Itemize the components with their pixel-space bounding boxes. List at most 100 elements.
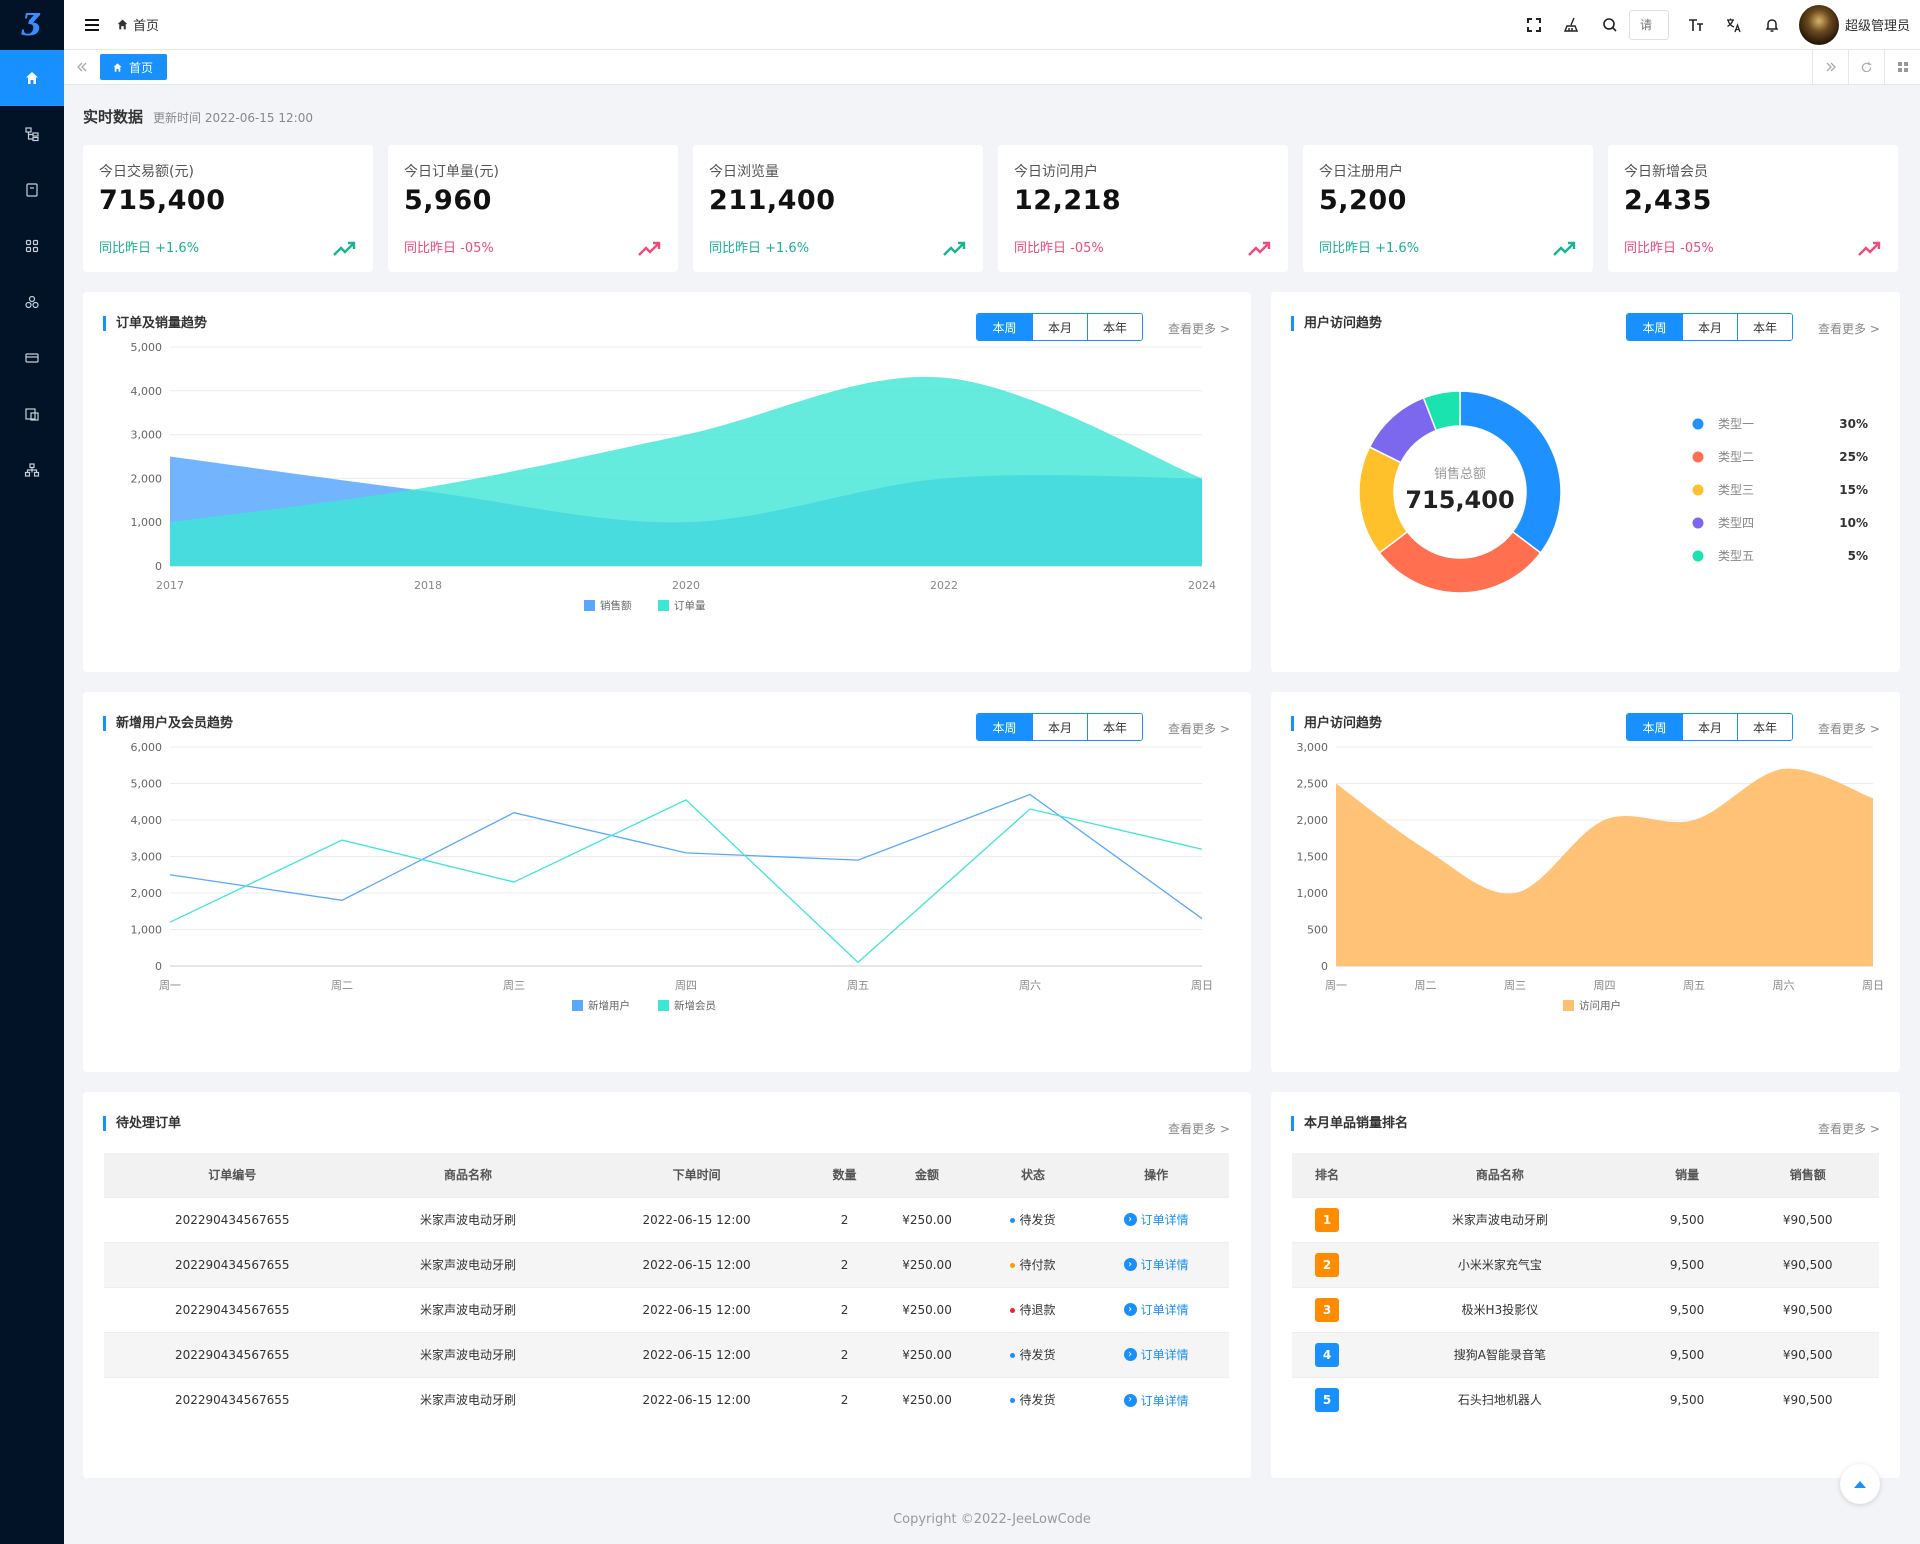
table-cell: 石头扫地机器人 [1362,1376,1638,1422]
period-year-button[interactable]: 本年 [1737,314,1792,340]
period-year-button[interactable]: 本年 [1737,714,1792,740]
pie-slice[interactable] [1459,390,1562,554]
sidebar-item-org[interactable] [0,106,64,162]
order-detail-link[interactable]: › 订单详情 [1123,1301,1189,1318]
back-to-top-button[interactable] [1840,1464,1880,1504]
search-input[interactable] [1628,9,1669,40]
table-header-cell: 操作 [1083,1153,1229,1197]
topbar: 首页 超级管理员 [64,0,1920,50]
notification-button[interactable] [1753,0,1791,50]
breadcrumb: 首页 [116,15,159,34]
legend-label[interactable]: 类型二 [1718,450,1754,464]
orders-table: 订单编号 商品名称 下单时间 数量 金额 状态 操作 202290434567655 米家声波… [104,1153,1229,1422]
order-detail-link[interactable]: › 订单详情 [1123,1392,1189,1409]
report-icon [25,408,39,421]
see-more-link[interactable]: 查看更多 > [1818,722,1880,736]
sidebar-item-modules[interactable] [0,274,64,330]
legend-label[interactable]: 订单量 [674,600,706,612]
status-cell: 待发货 [982,1331,1084,1377]
period-week-button[interactable]: 本周 [977,314,1032,340]
legend-swatch [1692,517,1704,529]
clean-cache-button[interactable] [1553,0,1591,50]
order-detail-link[interactable]: › 订单详情 [1123,1346,1189,1363]
user-menu[interactable]: 超级管理员 [1798,4,1910,45]
menu-toggle-button[interactable] [74,7,110,43]
document-icon [26,183,38,197]
table-cell: 2022-06-15 12:00 [575,1241,818,1287]
sidebar-item-card[interactable] [0,330,64,386]
legend-swatch [1692,484,1704,496]
ranking-panel: 本月单品销量排名 查看更多 > 排名 商品名称 销量 销售额 1 米家声波电动牙刷 9,5… [1271,1092,1900,1478]
see-more-link[interactable]: 查看更多 > [1168,322,1230,336]
tag-home[interactable]: 首页 [100,54,168,80]
period-month-button[interactable]: 本月 [1032,714,1087,740]
panel-title: 新增用户及会员趋势 [103,716,233,731]
status-dot [1010,1218,1016,1223]
pie-slice[interactable] [1422,390,1461,432]
stat-label: 今日浏览量 [709,164,779,180]
y-tick-label: 4,000 [131,385,163,398]
see-more-link[interactable]: 查看更多 > [1818,1122,1880,1136]
table-row: 5 石头扫地机器人 9,500 ¥90,500 [1292,1376,1879,1422]
tags-scroll-left-button[interactable] [64,50,100,84]
sidebar-item-home[interactable] [0,50,64,106]
y-tick-label: 1,000 [131,924,163,937]
legend-label[interactable]: 类型三 [1718,483,1754,497]
stat-compare: 同比昨日 +1.6% [1319,241,1420,256]
rank-badge: 4 [1315,1342,1339,1367]
search-button[interactable] [1591,0,1629,50]
pie-slice[interactable] [1378,530,1542,594]
legend-value: 5% [1848,549,1868,563]
order-detail-link[interactable]: › 订单详情 [1123,1256,1189,1273]
sidebar-item-report[interactable] [0,386,64,442]
stat-card: 今日注册用户 5,200 同比昨日 +1.6% [1303,145,1593,272]
tags-scroll-right-button[interactable] [1812,50,1848,84]
table-row: 4 搜狗A智能录音笔 9,500 ¥90,500 [1292,1331,1879,1377]
legend-label[interactable]: 类型一 [1718,417,1754,431]
period-week-button[interactable]: 本周 [977,714,1032,740]
fullscreen-button[interactable] [1515,0,1553,50]
member-trend-panel: 新增用户及会员趋势 本周 本月 本年 查看更多 > 0 1,000 2,000 3,0… [83,692,1251,1072]
y-tick-label: 500 [1307,924,1328,937]
stat-value: 5,960 [404,185,492,216]
period-month-button[interactable]: 本月 [1032,314,1087,340]
period-week-button[interactable]: 本周 [1627,714,1682,740]
app-logo[interactable]: Ʒ [0,0,64,50]
see-more-link[interactable]: 查看更多 > [1168,1122,1230,1136]
home-icon [26,72,38,84]
table-header-cell: 金额 [871,1153,983,1197]
home-icon [113,62,122,72]
status-dot [1010,1353,1016,1358]
period-month-button[interactable]: 本月 [1682,314,1737,340]
modules-icon [25,295,39,309]
operation-cell: › 订单详情 [1083,1196,1229,1242]
table-cell: 202290434567655 [104,1376,361,1422]
refresh-button[interactable] [1848,50,1884,84]
sidebar-item-hierarchy[interactable] [0,442,64,498]
panel-title: 订单及销量趋势 [103,316,207,331]
legend-label[interactable]: 销售额 [600,599,632,612]
legend-label[interactable]: 类型四 [1718,516,1754,530]
sidebar-item-document[interactable] [0,162,64,218]
sidebar-item-apps[interactable] [0,218,64,274]
breadcrumb-home[interactable]: 首页 [133,19,160,34]
table-cell: ¥90,500 [1736,1286,1879,1332]
period-year-button[interactable]: 本年 [1087,314,1142,340]
y-tick-label: 2,500 [1297,778,1329,791]
see-more-link[interactable]: 查看更多 > [1818,322,1880,336]
legend-label[interactable]: 类型五 [1718,549,1754,563]
legend-label[interactable]: 新增用户 [588,999,630,1012]
period-month-button[interactable]: 本月 [1682,714,1737,740]
language-button[interactable] [1715,0,1753,50]
legend-label[interactable]: 新增会员 [674,999,716,1012]
order-detail-link[interactable]: › 订单详情 [1123,1211,1189,1228]
stat-value: 2,435 [1624,185,1712,216]
font-size-icon [1688,18,1703,31]
operation-cell: › 订单详情 [1083,1286,1229,1332]
see-more-link[interactable]: 查看更多 > [1168,722,1230,736]
period-year-button[interactable]: 本年 [1087,714,1142,740]
period-week-button[interactable]: 本周 [1627,314,1682,340]
legend-label[interactable]: 访问用户 [1579,999,1621,1012]
font-size-button[interactable] [1677,0,1715,50]
tags-menu-button[interactable] [1884,50,1920,84]
